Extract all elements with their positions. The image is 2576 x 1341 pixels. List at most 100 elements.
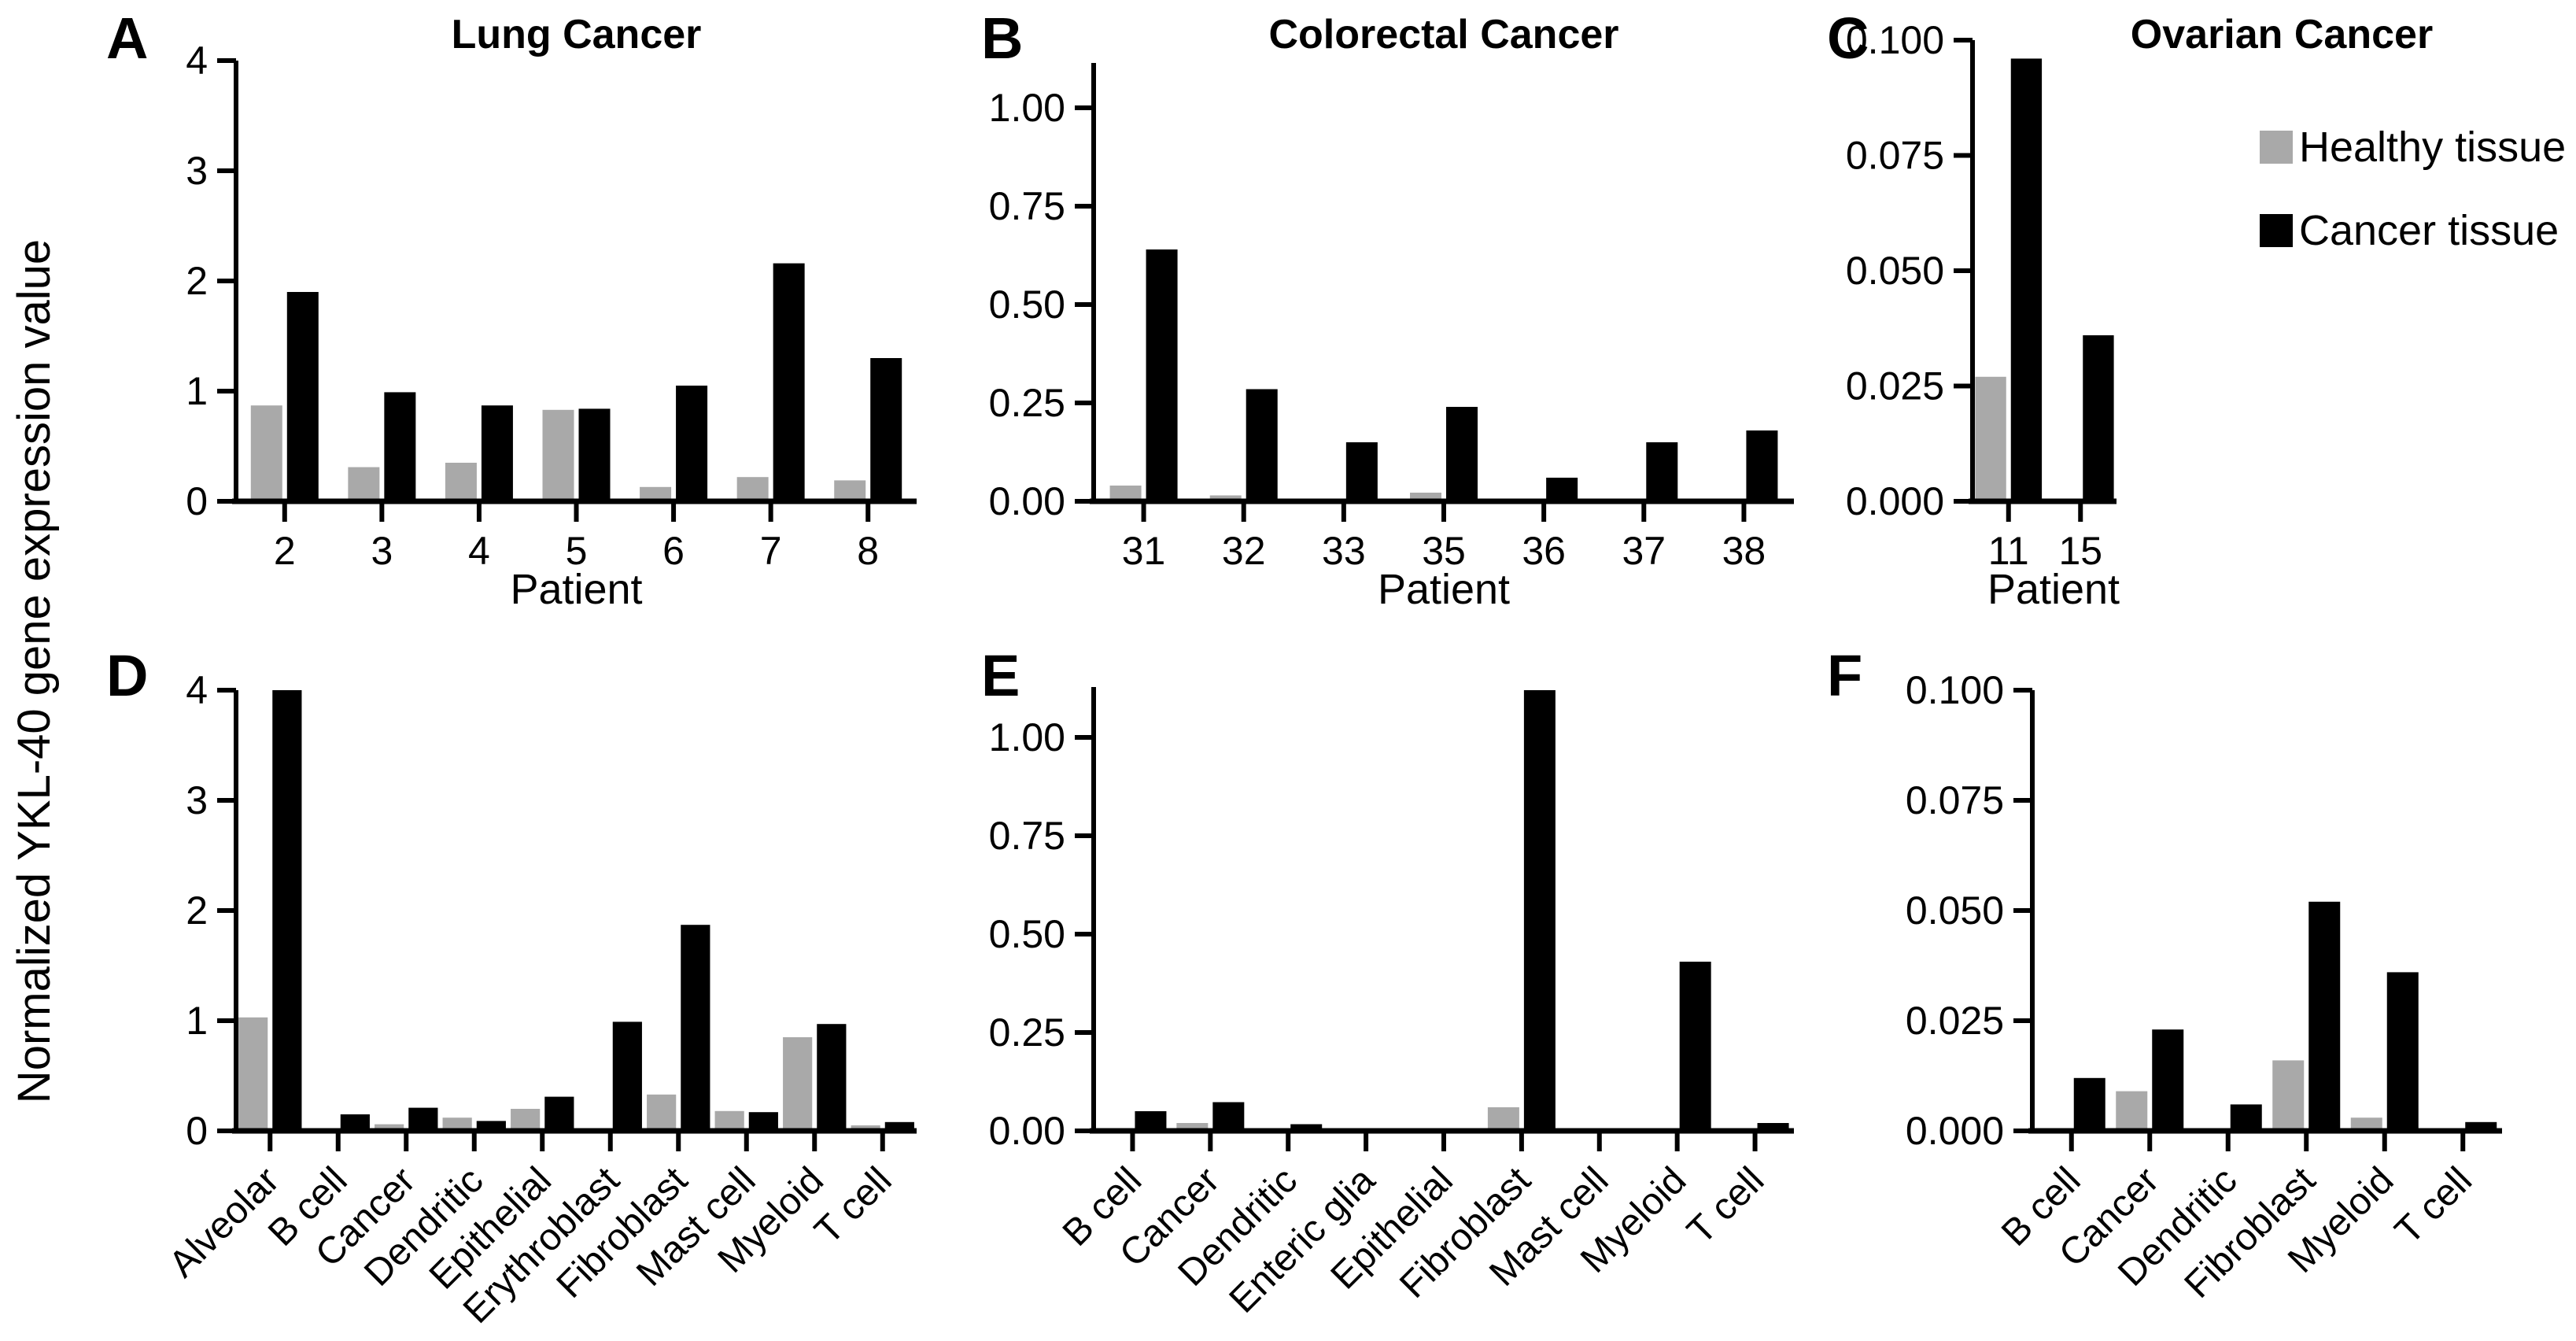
- panel-d-bar-cancer-Cancer: [408, 1107, 438, 1131]
- panel-d-bar-cancer-Mast cell: [748, 1112, 778, 1131]
- panel-f-bar-healthy-Fibroblast: [2272, 1060, 2305, 1131]
- legend-label-healthy-tissue: Healthy tissue: [2299, 124, 2567, 171]
- panel-b-y-tick-label: 0.75: [989, 184, 1065, 228]
- panel-b-bar-cancer-31: [1146, 249, 1178, 501]
- panel-c-x-tick-label: 11: [1988, 529, 2029, 573]
- panel-b-bar-healthy-32: [1209, 495, 1242, 501]
- panel-f-y-tick-label: 0.050: [1906, 888, 2004, 933]
- panel-a-bar-healthy-4: [445, 463, 477, 501]
- panel-d-bar-cancer-Myeloid: [817, 1024, 847, 1131]
- panel-f-y-tick-label: 0.100: [1906, 668, 2004, 712]
- panel-c-letter: C: [1827, 6, 1869, 71]
- panel-a-letter: A: [106, 6, 149, 71]
- panel-d-bar-cancer-Erythroblast: [612, 1021, 642, 1131]
- panel-c-x-tick-label: 15: [2058, 529, 2102, 573]
- panel-c-y-tick-label: 0.050: [1846, 249, 1944, 293]
- panel-a-bar-cancer-3: [384, 392, 416, 501]
- panel-f-x-tick-label: T cell: [2387, 1159, 2480, 1252]
- panel-d-bar-healthy-Epithelial: [511, 1109, 541, 1131]
- panel-d-x-tick-label: T cell: [807, 1159, 900, 1252]
- cancer-tissue-swatch: [2260, 214, 2293, 247]
- panel-a-bar-healthy-6: [640, 486, 672, 501]
- panel-b-x-tick-label: 32: [1222, 529, 1266, 573]
- panel-a-x-tick-label: 4: [468, 529, 490, 573]
- panel-c-bar-cancer-11: [2010, 58, 2043, 501]
- panel-a-bar-healthy-8: [834, 480, 866, 501]
- panel-d-bar-healthy-Mast cell: [714, 1110, 744, 1131]
- panel-c-y-tick-label: 0.000: [1846, 479, 1944, 523]
- panel-a-x-tick-label: 8: [857, 529, 879, 573]
- panel-c-title: Ovarian Cancer: [2130, 12, 2434, 57]
- panel-a-bar-cancer-5: [578, 408, 611, 501]
- panel-c-y-tick-label: 0.025: [1846, 364, 1944, 408]
- panel-f-y-tick-label: 0.000: [1906, 1109, 2004, 1153]
- panel-b-y-tick-label: 0.50: [989, 283, 1065, 327]
- panel-d-y-tick-label: 0: [186, 1109, 208, 1153]
- panel-d-bar-cancer-Fibroblast: [681, 925, 710, 1131]
- panel-a-x-tick-label: 7: [760, 529, 782, 573]
- panel-a-y-tick-label: 3: [186, 149, 208, 193]
- panel-a-x-tick-label: 3: [371, 529, 393, 573]
- panel-a-bar-cancer-6: [676, 386, 708, 501]
- panel-d-y-tick-label: 1: [186, 999, 208, 1043]
- panel-a-bar-healthy-3: [348, 467, 380, 501]
- panel-b-letter: B: [981, 6, 1024, 71]
- panel-b-bar-cancer-32: [1246, 389, 1278, 501]
- panel-f-bar-cancer-Fibroblast: [2308, 901, 2341, 1131]
- panel-e-bar-healthy-Cancer: [1176, 1123, 1209, 1131]
- panel-a-title: Lung Cancer: [451, 12, 702, 57]
- panel-e-y-tick-label: 0.00: [989, 1109, 1065, 1153]
- panel-e-x-tick-label: T cell: [1679, 1159, 1772, 1252]
- panel-e-y-tick-label: 0.75: [989, 814, 1065, 858]
- panel-b-x-tick-label: 33: [1322, 529, 1366, 573]
- panel-c-bar-healthy-11: [1975, 376, 2006, 501]
- panel-b-bar-healthy-35: [1410, 493, 1441, 501]
- panel-d-bar-healthy-Myeloid: [783, 1037, 813, 1131]
- panel-f-y-tick-label: 0.025: [1906, 999, 2004, 1043]
- panel-a-x-tick-label: 6: [662, 529, 685, 573]
- panel-d-bar-cancer-T cell: [884, 1121, 914, 1131]
- legend-label-cancer-tissue: Cancer tissue: [2299, 207, 2559, 254]
- panel-a-bar-cancer-8: [870, 358, 902, 501]
- panel-f-letter: F: [1827, 643, 1863, 708]
- panel-d-y-tick-label: 3: [186, 778, 208, 822]
- panel-f-bar-healthy-Cancer: [2116, 1091, 2148, 1131]
- panel-b-x-tick-label: 38: [1722, 529, 1766, 573]
- panel-e-bar-cancer-Fibroblast: [1523, 690, 1556, 1131]
- panel-e-bar-cancer-Myeloid: [1679, 962, 1711, 1131]
- panel-b-x-tick-label: 36: [1522, 529, 1566, 573]
- legend-item-cancer-tissue: Cancer tissue: [2260, 209, 2559, 252]
- panel-a-bar-cancer-2: [286, 292, 319, 501]
- panel-e-y-tick-label: 0.25: [989, 1010, 1065, 1055]
- panel-f-bar-cancer-T cell: [2465, 1121, 2497, 1131]
- panel-e-y-tick-label: 1.00: [989, 715, 1065, 759]
- panel-d-bar-healthy-Alveolar: [238, 1017, 268, 1131]
- panel-a-bar-healthy-2: [250, 405, 282, 501]
- panel-f-bar-cancer-Dendritic: [2230, 1104, 2262, 1131]
- panel-b-bar-cancer-35: [1446, 407, 1478, 501]
- healthy-tissue-swatch: [2260, 131, 2293, 164]
- panel-b-xaxis-label: Patient: [1377, 566, 1511, 613]
- panel-e-bar-cancer-B cell: [1135, 1111, 1167, 1131]
- panel-d-bar-cancer-Epithelial: [544, 1096, 574, 1131]
- panel-b-y-tick-label: 0.00: [989, 479, 1065, 523]
- panel-e-bar-cancer-T cell: [1757, 1123, 1789, 1131]
- panel-e-letter: E: [981, 643, 1020, 708]
- panel-d-bar-cancer-Alveolar: [272, 690, 302, 1131]
- panel-f-bar-cancer-B cell: [2073, 1077, 2105, 1131]
- panel-b-bar-cancer-33: [1345, 442, 1378, 501]
- panel-e-bar-healthy-Fibroblast: [1487, 1107, 1519, 1131]
- panel-d-bar-healthy-Cancer: [375, 1124, 404, 1131]
- panel-f-bar-cancer-Myeloid: [2386, 972, 2419, 1131]
- panel-d-bar-healthy-Fibroblast: [647, 1094, 677, 1131]
- panel-a-y-tick-label: 2: [186, 259, 208, 303]
- panel-c-y-tick-label: 0.100: [1846, 18, 1944, 62]
- panel-c-y-tick-label: 0.075: [1846, 134, 1944, 178]
- panel-a-y-tick-label: 0: [186, 479, 208, 523]
- panel-d-y-tick-label: 2: [186, 888, 208, 933]
- panel-c-xaxis-label: Patient: [1987, 566, 2120, 613]
- legend-item-healthy-tissue: Healthy tissue: [2260, 126, 2566, 168]
- panel-a-x-tick-label: 5: [566, 529, 588, 573]
